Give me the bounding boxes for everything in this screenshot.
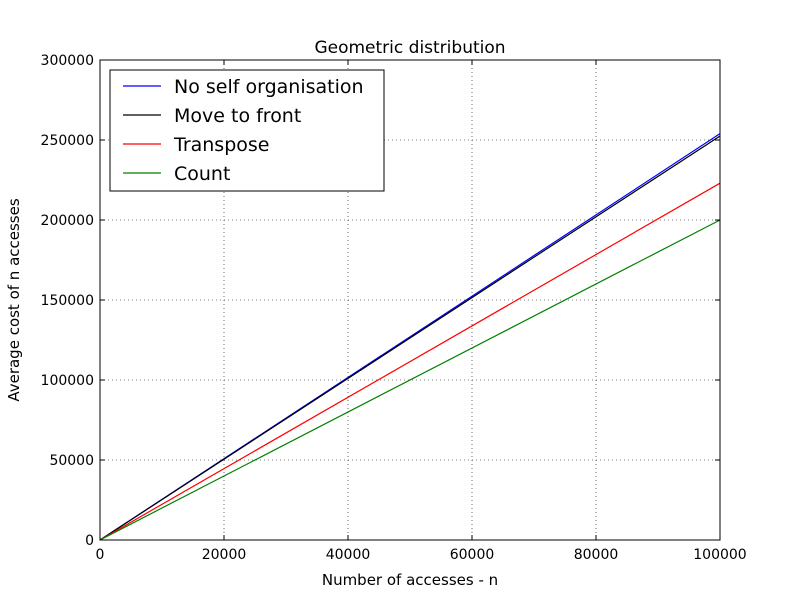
- x-tick-label: 80000: [574, 547, 619, 563]
- y-tick-label: 250000: [41, 133, 94, 149]
- series-line-move-to-front: [99, 135, 721, 541]
- legend-label-no-self-organisation: No self organisation: [174, 76, 364, 98]
- series-line-transpose: [99, 182, 721, 541]
- y-tick-label: 100000: [41, 373, 94, 389]
- y-tick-label: 200000: [41, 213, 94, 229]
- legend-box: [109, 69, 385, 192]
- y-axis-label: Average cost of n accesses: [5, 198, 23, 402]
- chart-title: Geometric distribution: [314, 38, 505, 58]
- series-lines: [99, 133, 721, 541]
- x-tick-label: 40000: [326, 547, 371, 563]
- y-tick-label: 0: [85, 533, 94, 549]
- y-tick-label: 300000: [41, 53, 94, 69]
- y-tick-label: 50000: [49, 453, 94, 469]
- legend-label-count: Count: [174, 163, 230, 185]
- series-line-count: [99, 219, 721, 541]
- x-axis-label: Number of accesses - n: [322, 571, 498, 589]
- x-tick-label: 60000: [450, 547, 495, 563]
- x-tick-label: 20000: [202, 547, 247, 563]
- x-tick-label: 0: [96, 547, 105, 563]
- x-tick-label: 100000: [693, 547, 746, 563]
- legend: No self organisation Move to front Transpo…: [109, 69, 385, 192]
- legend-label-transpose: Transpose: [173, 134, 269, 156]
- y-tick-label: 150000: [41, 293, 94, 309]
- axis-ticks: 0 20000 40000 60000 80000 100000 0 50000 100000 1…: [41, 53, 747, 563]
- legend-entries: No self organisation Move to front Transpo…: [123, 76, 364, 185]
- legend-label-move-to-front: Move to front: [174, 105, 301, 127]
